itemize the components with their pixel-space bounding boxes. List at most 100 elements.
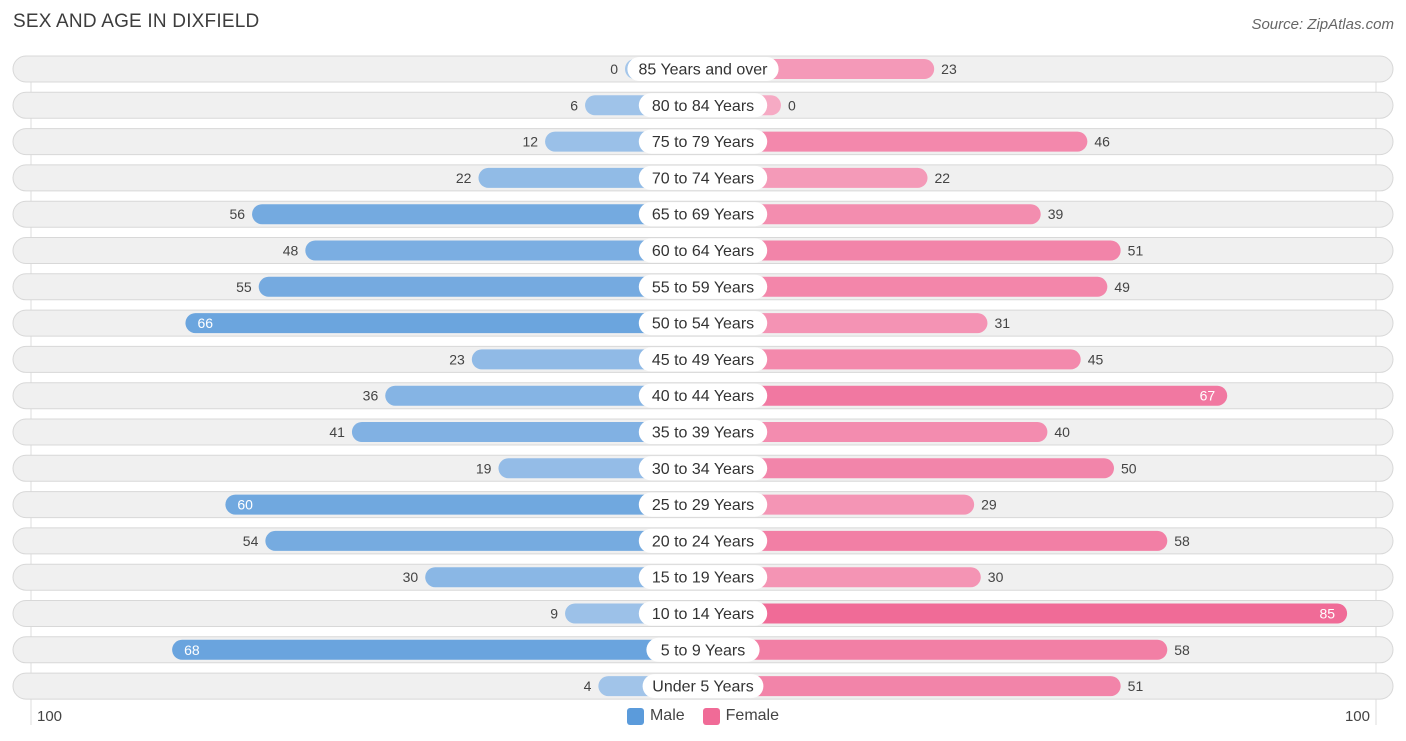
value-label-male: 12 xyxy=(523,134,539,150)
value-label-female: 29 xyxy=(981,497,997,513)
category-label: 85 Years and over xyxy=(639,62,769,79)
value-label-male: 48 xyxy=(283,243,299,259)
value-label-female: 50 xyxy=(1121,460,1137,476)
bar-female xyxy=(703,530,1168,551)
value-label-male: 60 xyxy=(237,497,253,513)
source-label: Source: ZipAtlas.com xyxy=(1251,16,1394,33)
value-label-male: 0 xyxy=(610,61,618,77)
legend-item-female: Female xyxy=(702,707,780,725)
category-label-background xyxy=(638,347,768,372)
bar-female xyxy=(703,676,1121,697)
value-label-female: 51 xyxy=(1128,243,1144,259)
bar-female xyxy=(703,313,988,334)
category-label-background xyxy=(627,57,779,81)
axis-label-left: 100 xyxy=(37,708,63,725)
category-label: 55 to 59 Years xyxy=(652,279,754,296)
category-label-background xyxy=(638,565,768,590)
value-label-male: 6 xyxy=(570,97,578,113)
category-label-background xyxy=(642,674,764,699)
category-label-background xyxy=(638,456,768,481)
value-label-female: 22 xyxy=(935,170,951,186)
value-label-male: 4 xyxy=(584,678,592,694)
category-label-background xyxy=(638,311,768,336)
value-label-female: 31 xyxy=(994,315,1010,331)
value-label-female: 40 xyxy=(1054,424,1070,440)
category-label: 35 to 39 Years xyxy=(652,425,754,442)
bar-male xyxy=(385,385,703,406)
bar-male xyxy=(258,276,703,297)
value-label-female: 51 xyxy=(1128,678,1144,694)
chart-title: SEX AND AGE IN DIXFIELD xyxy=(13,11,260,32)
value-label-female: 67 xyxy=(1200,388,1216,404)
bar-male xyxy=(351,422,703,442)
value-label-male: 30 xyxy=(403,569,419,585)
legend-item-male: Male xyxy=(626,707,685,725)
value-label-male: 9 xyxy=(550,606,558,622)
value-label-male: 41 xyxy=(329,424,345,440)
value-label-male: 56 xyxy=(229,206,245,222)
bar-male xyxy=(265,530,703,551)
value-label-male: 22 xyxy=(456,170,472,186)
bar-male xyxy=(172,639,703,660)
category-label: 65 to 69 Years xyxy=(652,207,754,224)
value-label-female: 39 xyxy=(1048,206,1064,222)
bar-male xyxy=(225,494,703,515)
legend-label-male: Male xyxy=(649,707,685,724)
value-label-female: 0 xyxy=(788,97,796,113)
category-label: 70 to 74 Years xyxy=(652,170,754,187)
category-label: 20 to 24 Years xyxy=(652,533,754,550)
value-label-female: 49 xyxy=(1114,279,1130,295)
category-label: 60 to 64 Years xyxy=(652,243,754,260)
category-label: 50 to 54 Years xyxy=(652,316,754,333)
bar-female xyxy=(703,458,1114,479)
category-label: 30 to 34 Years xyxy=(652,461,754,478)
value-label-male: 54 xyxy=(243,533,259,549)
category-label: 15 to 19 Years xyxy=(652,570,754,587)
bar-female xyxy=(703,422,1048,442)
value-label-female: 85 xyxy=(1320,606,1336,622)
value-label-female: 45 xyxy=(1088,351,1104,367)
value-label-female: 30 xyxy=(988,569,1004,585)
category-label-background xyxy=(638,528,768,553)
bar-female xyxy=(703,603,1348,624)
category-label-background xyxy=(638,420,768,444)
category-label: 80 to 84 Years xyxy=(652,98,754,115)
value-label-male: 68 xyxy=(184,642,200,658)
value-label-male: 23 xyxy=(449,351,465,367)
value-label-male: 36 xyxy=(363,388,379,404)
category-label-background xyxy=(638,129,768,154)
axis-label-right: 100 xyxy=(1344,708,1370,725)
legend-swatch-female xyxy=(702,707,720,725)
category-label: 40 to 44 Years xyxy=(652,388,754,405)
category-label-background xyxy=(638,165,768,190)
bar-female xyxy=(703,276,1108,297)
bar-female xyxy=(703,494,975,515)
value-label-female: 58 xyxy=(1174,533,1190,549)
value-label-male: 55 xyxy=(236,279,252,295)
category-label: 5 to 9 Years xyxy=(661,642,746,659)
category-label: 45 to 49 Years xyxy=(652,352,754,369)
legend-swatch-male xyxy=(626,707,644,725)
bar-female xyxy=(703,567,981,588)
category-label-background xyxy=(638,274,768,299)
value-label-female: 23 xyxy=(941,61,957,77)
legend-label-female: Female xyxy=(725,707,780,724)
value-label-female: 58 xyxy=(1174,642,1190,658)
category-label-background xyxy=(638,202,768,227)
category-label-background xyxy=(638,383,768,408)
value-label-male: 66 xyxy=(197,315,213,331)
value-label-male: 19 xyxy=(476,460,492,476)
bar-female xyxy=(703,349,1081,370)
legend: Male Female xyxy=(0,707,1406,725)
category-label: 75 to 79 Years xyxy=(652,134,754,151)
bar-female xyxy=(703,131,1088,152)
bar-male xyxy=(425,567,703,588)
category-label-background xyxy=(638,601,768,626)
bar-male xyxy=(185,313,703,334)
category-label-background xyxy=(638,93,768,118)
bar-female xyxy=(703,240,1121,261)
category-label-background xyxy=(638,492,768,517)
bar-female xyxy=(703,639,1168,660)
bar-male xyxy=(252,204,704,225)
